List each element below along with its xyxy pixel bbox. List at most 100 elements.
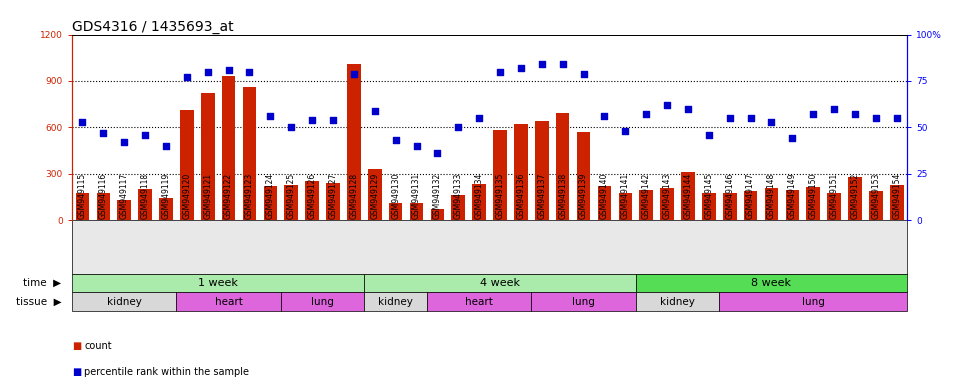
Bar xyxy=(493,131,507,220)
Point xyxy=(96,130,111,136)
Bar xyxy=(577,132,590,220)
Point xyxy=(242,69,257,75)
Bar xyxy=(618,193,632,220)
Text: 8 week: 8 week xyxy=(752,278,791,288)
Text: lung: lung xyxy=(311,297,334,307)
Text: GDS4316 / 1435693_at: GDS4316 / 1435693_at xyxy=(72,20,233,33)
Bar xyxy=(515,124,528,220)
Text: 4 week: 4 week xyxy=(480,278,520,288)
Bar xyxy=(556,113,569,220)
Bar xyxy=(180,110,194,220)
Point xyxy=(827,106,842,112)
Bar xyxy=(869,190,882,220)
Bar xyxy=(535,121,548,220)
Text: time  ▶: time ▶ xyxy=(23,278,61,288)
Point xyxy=(367,108,382,114)
Text: heart: heart xyxy=(215,297,243,307)
Bar xyxy=(427,293,532,311)
Point xyxy=(681,106,696,112)
Point xyxy=(471,115,487,121)
Point xyxy=(221,67,236,73)
Bar xyxy=(598,186,612,220)
Text: percentile rank within the sample: percentile rank within the sample xyxy=(84,367,250,377)
Bar xyxy=(138,189,152,220)
Point xyxy=(617,128,633,134)
Text: heart: heart xyxy=(466,297,493,307)
Text: lung: lung xyxy=(572,297,595,307)
Bar xyxy=(177,293,280,311)
Point xyxy=(137,132,153,138)
Bar xyxy=(806,187,820,220)
Point xyxy=(347,70,362,76)
Bar xyxy=(97,193,110,220)
Point xyxy=(555,61,570,67)
Bar xyxy=(890,185,903,220)
Point xyxy=(325,117,341,123)
Bar xyxy=(326,183,340,220)
Point xyxy=(283,124,299,130)
Text: kidney: kidney xyxy=(378,297,413,307)
Point xyxy=(764,119,780,125)
Point xyxy=(180,74,195,80)
Bar xyxy=(389,203,402,220)
Point xyxy=(848,111,863,118)
Bar xyxy=(365,274,636,293)
Point xyxy=(889,115,904,121)
Bar xyxy=(531,293,636,311)
Bar xyxy=(636,293,719,311)
Point xyxy=(701,132,716,138)
Bar xyxy=(431,209,444,220)
Bar xyxy=(636,274,907,293)
Text: tissue  ▶: tissue ▶ xyxy=(16,297,61,307)
Bar xyxy=(280,293,364,311)
Text: kidney: kidney xyxy=(660,297,695,307)
Bar xyxy=(305,181,319,220)
Point xyxy=(868,115,883,121)
Point xyxy=(805,111,821,118)
Point xyxy=(263,113,278,119)
Text: count: count xyxy=(84,341,112,351)
Point xyxy=(514,65,529,71)
Bar xyxy=(222,76,235,220)
Bar xyxy=(765,187,779,220)
Point xyxy=(492,69,508,75)
Point xyxy=(597,113,612,119)
Point xyxy=(534,61,549,67)
Bar xyxy=(451,195,465,220)
Bar xyxy=(117,200,131,220)
Bar xyxy=(785,190,799,220)
Point xyxy=(743,115,758,121)
Bar xyxy=(744,190,757,220)
Bar xyxy=(264,186,277,220)
Bar xyxy=(828,193,841,220)
Point xyxy=(304,117,320,123)
Point xyxy=(638,111,654,118)
Bar xyxy=(72,293,177,311)
Point xyxy=(388,137,403,143)
Point xyxy=(660,102,675,108)
Bar xyxy=(72,274,365,293)
Bar xyxy=(348,64,361,220)
Point xyxy=(409,143,424,149)
Point xyxy=(450,124,466,130)
Point xyxy=(784,135,800,141)
Text: 1 week: 1 week xyxy=(198,278,238,288)
Point xyxy=(158,143,174,149)
Bar xyxy=(702,193,715,220)
Bar xyxy=(76,193,89,220)
Bar xyxy=(849,177,862,220)
Bar xyxy=(682,172,695,220)
Text: lung: lung xyxy=(802,297,825,307)
Text: ■: ■ xyxy=(72,341,82,351)
Text: kidney: kidney xyxy=(107,297,142,307)
Point xyxy=(200,69,215,75)
Point xyxy=(75,119,90,125)
Bar xyxy=(719,293,907,311)
Bar xyxy=(201,93,214,220)
Bar xyxy=(284,185,298,220)
Bar xyxy=(639,190,653,220)
Point xyxy=(722,115,737,121)
Point xyxy=(430,150,445,156)
Point xyxy=(116,139,132,145)
Bar xyxy=(723,193,736,220)
